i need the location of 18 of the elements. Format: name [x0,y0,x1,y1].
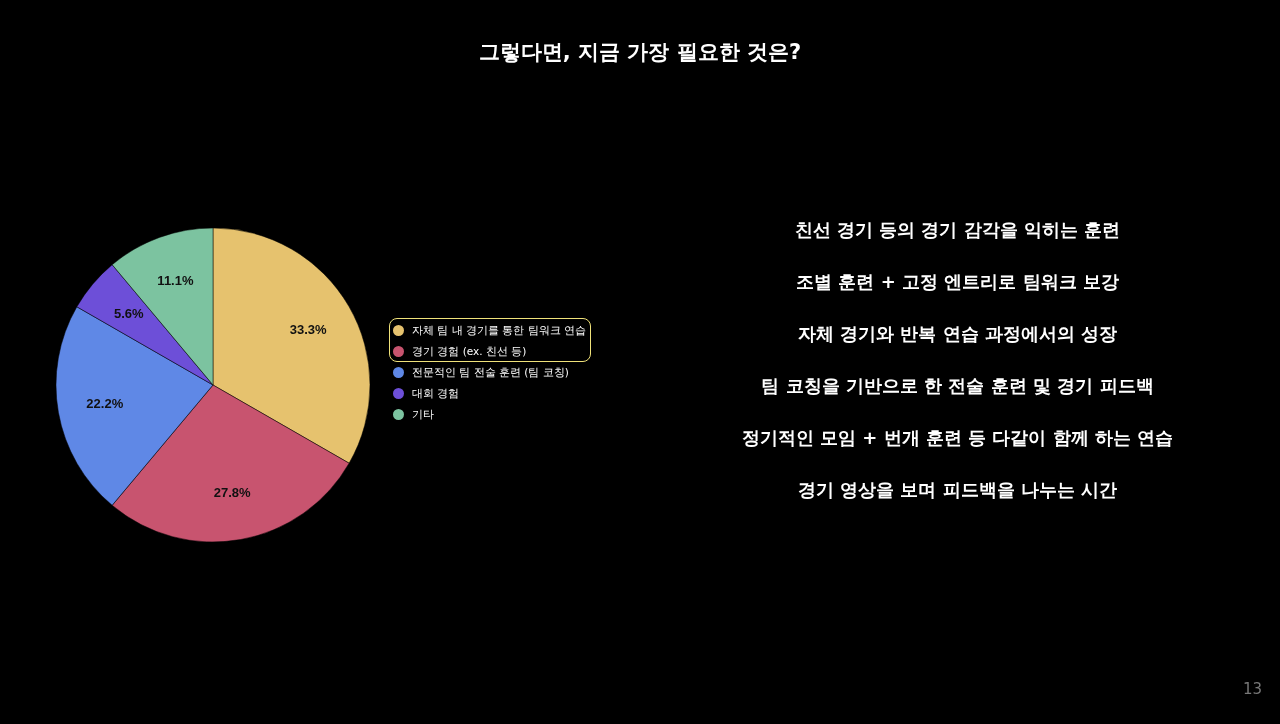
data-label: 5.6% [113,305,145,321]
text: 팀 코칭을 기반으로 한 전술 훈련 및 경기 피드백 [760,374,1155,398]
legend-label: 기타 [412,407,434,422]
data-label: 22.2% [86,395,124,411]
text: 그렇다면, 지금 가장 필요한 것은? [477,39,803,66]
legend-label: 경기 경험 (ex. 친선 등) [412,344,527,359]
data-label: 27.8% [213,484,252,500]
text: 조별 훈련 + 고정 엔트리로 팀워크 보강 [795,270,1120,294]
text: 자체 경기와 반복 연습 과정에서의 성장 [796,322,1119,346]
legend-label: 전문적인 팀 전술 훈련 (팀 코칭) [412,365,569,380]
data-label: 33.3% [289,321,327,337]
legend-label: 자체 팀 내 경기를 통한 팀워크 연습 [412,323,587,338]
text: 정기적인 모임 + 번개 훈련 등 다같이 함께 하는 연습 [740,426,1175,450]
text: 친선 경기 등의 경기 감각을 익히는 훈련 [793,218,1122,242]
legend-label: 대회 경험 [412,386,460,401]
text: 13 [1242,680,1262,698]
data-label: 11.1% [157,273,194,289]
text: 경기 영상을 보며 피드백을 나누는 시간 [796,478,1119,502]
